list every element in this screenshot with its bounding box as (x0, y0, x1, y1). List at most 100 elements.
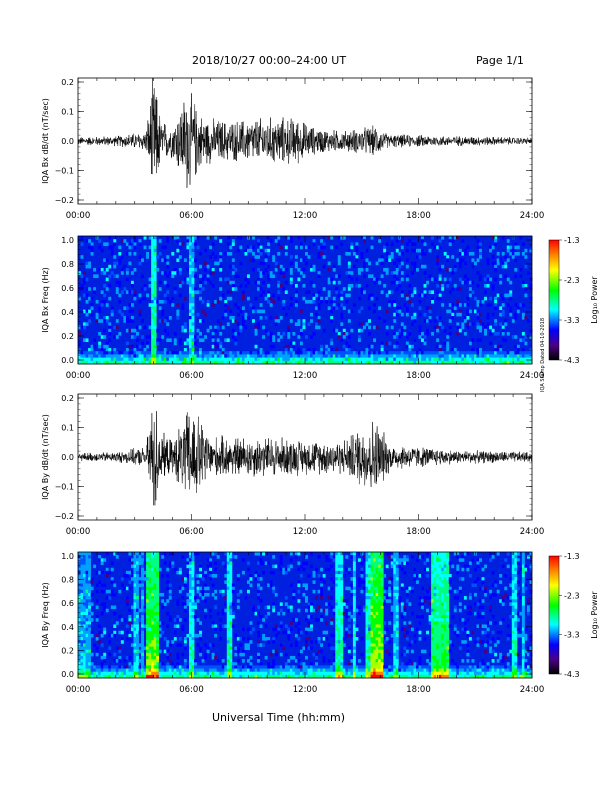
spectro-cell (342, 351, 346, 355)
spectro-cell (312, 296, 316, 301)
spectro-cell (526, 351, 530, 355)
spectro-cell (90, 242, 94, 246)
spectro-cell (188, 271, 192, 275)
spectro-cell (194, 357, 197, 362)
spectro-cell (100, 655, 104, 660)
spectro-cell (340, 577, 344, 581)
spectro-cell (138, 555, 142, 559)
spectro-cell (110, 665, 114, 669)
spectro-cell (206, 671, 210, 676)
spectro-cell (479, 252, 482, 256)
spectro-cell (529, 360, 533, 365)
spectro-cell (340, 296, 344, 301)
spectro-cell (191, 567, 195, 572)
spectro-cell (241, 665, 245, 669)
spectro-cell (342, 611, 346, 616)
spectro-cell (335, 567, 339, 572)
spectro-cell (332, 357, 336, 362)
spectro-cell (317, 674, 321, 679)
spectro-cell (246, 668, 250, 673)
spectro-cell (345, 586, 349, 591)
spectro-cell (365, 268, 369, 272)
spectro-cell (352, 605, 356, 610)
colorbar-tick-label: -3.3 (564, 316, 580, 325)
spectro-cell (393, 586, 397, 591)
spectro-cell (347, 624, 351, 628)
spectro-cell (123, 316, 127, 320)
spectro-cell (277, 630, 281, 635)
spectro-cell (151, 258, 155, 262)
spectro-cell (363, 290, 366, 294)
spectro-cell (90, 248, 94, 253)
spectro-cell (315, 652, 319, 657)
spectro-cell (221, 589, 225, 594)
spectro-cell (378, 258, 382, 262)
spectro-cell (226, 655, 230, 660)
spectro-cell (206, 665, 210, 669)
spectro-cell (370, 621, 374, 625)
spectro-cell (312, 268, 316, 272)
spectro-cell (120, 618, 124, 622)
spectro-cell (216, 357, 220, 362)
spectro-cell (183, 577, 187, 581)
spectro-cell (78, 574, 81, 578)
spectro-cell (484, 332, 487, 336)
spectro-cell (191, 655, 195, 660)
spectro-cell (491, 312, 495, 317)
spectro-cell (83, 621, 86, 625)
spectro-cell (337, 674, 341, 679)
spectro-cell (83, 668, 86, 673)
spectro-cell (340, 621, 344, 625)
spectro-cell (423, 351, 427, 355)
spectro-cell (388, 586, 392, 591)
spectro-cell (378, 596, 382, 600)
x-tick-label: 12:00 (293, 211, 318, 221)
spectro-cell (249, 655, 253, 660)
spectro-cell (252, 236, 255, 240)
spectro-cell (289, 277, 293, 282)
spectro-cell (357, 271, 361, 275)
spectro-cell (201, 596, 205, 600)
spectro-cell (257, 354, 260, 358)
spectro-cell (191, 624, 195, 628)
spectro-cell (365, 652, 369, 657)
spectro-cell (393, 300, 397, 304)
spectro-cell (436, 357, 440, 362)
spectro-cell (320, 354, 324, 358)
spectro-cell (226, 611, 230, 616)
spectro-cell (476, 325, 480, 330)
spectro-cell (80, 325, 84, 330)
spectro-cell (284, 348, 288, 352)
spectro-cell (257, 652, 260, 657)
spectro-cell (181, 668, 185, 673)
spectro-cell (521, 338, 525, 342)
spectro-cell (130, 284, 134, 288)
spectro-cell (90, 360, 94, 365)
spectro-cell (274, 322, 278, 326)
y-tick-label: 0.0 (61, 137, 74, 146)
spectro-cell (481, 354, 485, 358)
spectro-cell (191, 325, 195, 330)
spectro-cell (310, 280, 313, 285)
spectro-cell (156, 360, 160, 365)
spectro-cell (143, 287, 147, 291)
spectro-cell (413, 268, 417, 272)
spectro-cell (194, 290, 197, 294)
spectro-cell (183, 671, 187, 676)
spectro-cell (199, 360, 202, 365)
spectro-cell (191, 344, 195, 349)
spectro-cell (413, 319, 417, 323)
spectro-cell (393, 332, 397, 336)
spectro-cell (395, 332, 399, 336)
spectro-cell (181, 627, 185, 632)
spectro-cell (380, 655, 384, 660)
spectro-cell (229, 665, 233, 669)
spectro-cell (461, 322, 465, 326)
spectro-cell (347, 252, 351, 256)
spectro-cell (178, 271, 182, 275)
spectro-cell (206, 300, 210, 304)
spectro-cell (307, 300, 311, 304)
spectro-cell (413, 287, 417, 291)
spectro-cell (357, 351, 361, 355)
spectro-cell (85, 287, 89, 291)
